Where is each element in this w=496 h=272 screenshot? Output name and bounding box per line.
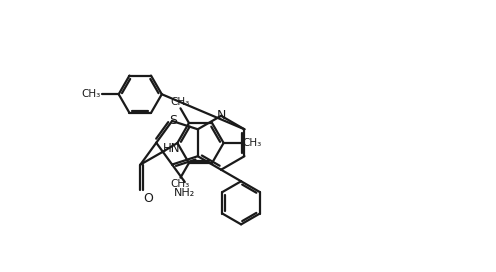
Text: N: N	[216, 109, 226, 122]
Text: CH₃: CH₃	[171, 179, 190, 189]
Text: NH₂: NH₂	[174, 188, 195, 198]
Text: CH₃: CH₃	[171, 97, 190, 107]
Text: CH₃: CH₃	[242, 138, 261, 148]
Text: HN: HN	[163, 142, 180, 155]
Text: CH₃: CH₃	[81, 89, 100, 99]
Text: S: S	[169, 114, 177, 127]
Text: O: O	[143, 192, 153, 205]
